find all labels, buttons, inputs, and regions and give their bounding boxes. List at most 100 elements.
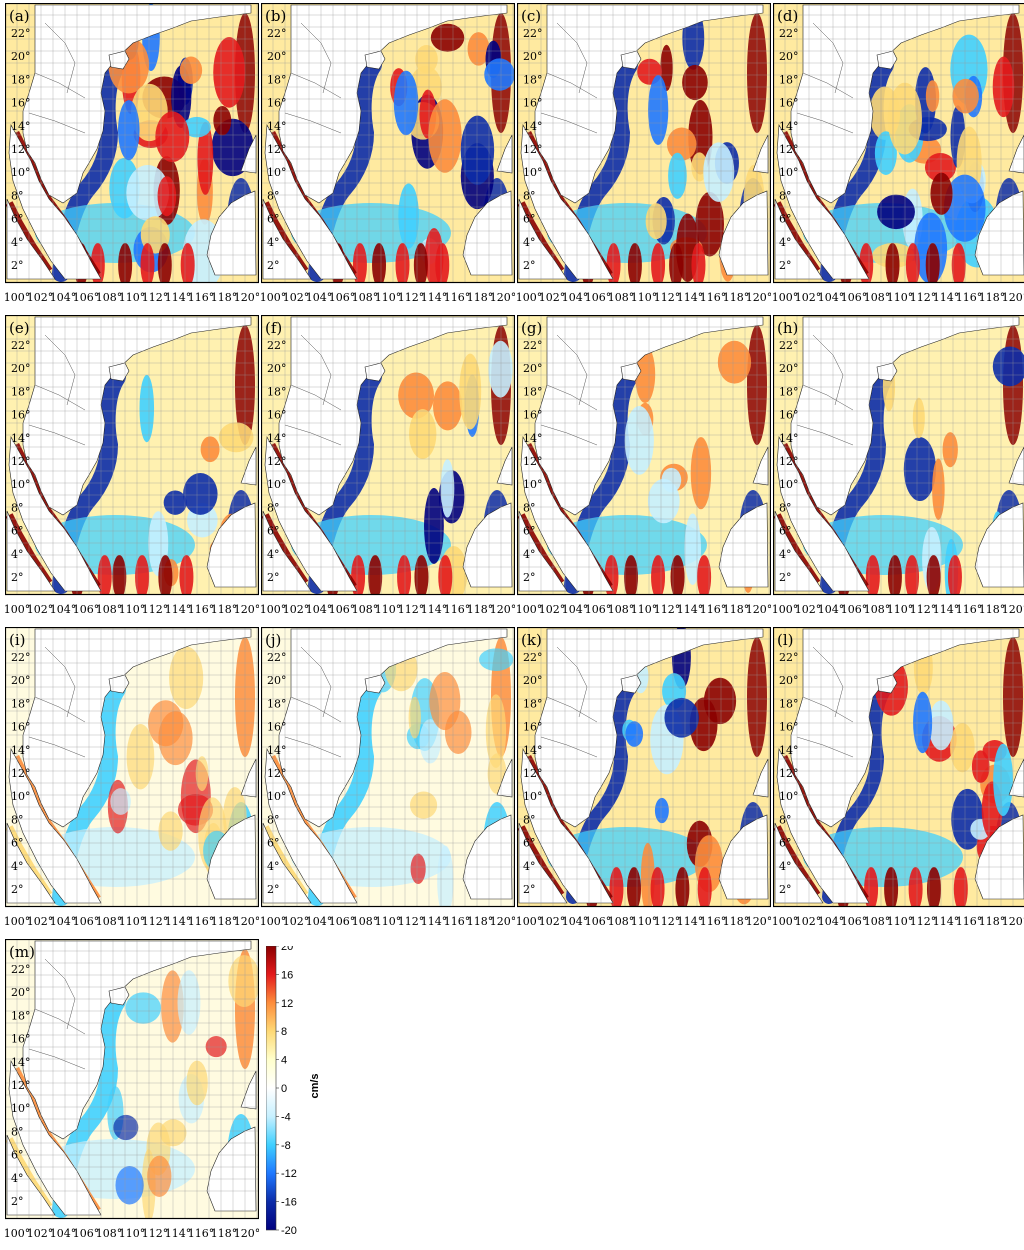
map-panel-svg: (m) 2° 4° 6° 8° 10° 12° 14° 16° 18° 20° 22° 100°102°… (5, 939, 259, 1240)
map-panel-svg: (i) 2° 4° 6° 8° 10° 12° 14° 16° 18° 20° 22° 100°102°… (5, 627, 259, 928)
lon-tick-label: 120° (1002, 915, 1024, 928)
lat-tick-label: 8° (11, 813, 24, 826)
lat-tick-label: 4° (779, 548, 792, 561)
lat-tick-label: 20° (779, 674, 799, 687)
lon-tick-label: 102° (283, 915, 310, 928)
lon-tick-label: 108° (96, 603, 123, 616)
lon-tick-label: 120° (490, 603, 515, 616)
lon-tick-label: 108° (352, 915, 379, 928)
lon-tick-label: 116° (444, 291, 471, 304)
lat-tick-label: 16° (523, 721, 543, 734)
lat-tick-label: 12° (779, 767, 799, 780)
lat-tick-label: 14° (11, 120, 31, 133)
map-panel: (d) 2° 4° 6° 8° 10° 12° 14° 16° 18° 20° 22° 100° 102°… (773, 3, 1024, 313)
lon-tick-label: 102° (27, 603, 54, 616)
lat-tick-label: 8° (11, 501, 24, 514)
lon-tick-label: 100° (5, 1227, 30, 1240)
lon-tick-label: 120° (234, 915, 259, 928)
map-panel: (g) 2° 4° 6° 8° 10° 12° 14° 16° 18° 20° 22° 100° 102°… (517, 315, 771, 625)
lat-tick-label: 4° (11, 548, 24, 561)
lon-tick-label: 100° (261, 915, 286, 928)
lat-tick-label: 8° (267, 501, 280, 514)
lat-tick-label: 4° (267, 548, 280, 561)
lon-tick-label: 120° (1002, 291, 1024, 304)
lat-tick-label: 6° (267, 837, 280, 850)
lat-tick-label: 16° (523, 97, 543, 110)
lat-tick-label: 14° (523, 120, 543, 133)
lat-tick-label: 8° (523, 501, 536, 514)
lon-tick-label: 110° (119, 603, 146, 616)
lon-tick-label: 110° (631, 603, 658, 616)
lon-tick-label: 112° (398, 603, 425, 616)
lat-tick-label: 18° (11, 1009, 31, 1022)
lat-tick-label: 18° (11, 385, 31, 398)
lat-tick-label: 20° (523, 674, 543, 687)
colorbar-tick-label: -16 (281, 1197, 297, 1209)
lon-tick-label: 102° (27, 291, 54, 304)
lon-tick-label: 100° (5, 603, 30, 616)
lon-tick-label: 118° (211, 915, 238, 928)
lon-tick-label: 120° (746, 603, 771, 616)
lat-tick-label: 20° (779, 50, 799, 63)
lat-tick-label: 12° (779, 143, 799, 156)
lat-tick-label: 22° (779, 27, 799, 40)
map-frame (5, 627, 259, 908)
colorbar-unit-label: cm/s (309, 1073, 321, 1098)
lat-tick-label: 16° (779, 97, 799, 110)
lat-tick-label: 4° (523, 860, 536, 873)
lon-tick-label: 120° (234, 1227, 259, 1240)
lat-tick-label: 20° (523, 362, 543, 375)
map-panel: (c) 2° 4° 6° 8° 10° 12° 14° 16° 18° 20° 22° 100° 102°… (517, 3, 771, 313)
lat-tick-label: 16° (523, 409, 543, 422)
lon-tick-label: 120° (490, 291, 515, 304)
map-panel: (j) 2° 4° 6° 8° 10° 12° 14° 16° 18° 20° 22° 100° 102°… (261, 627, 515, 937)
lat-tick-label: 14° (267, 432, 287, 445)
lat-tick-label: 2° (267, 259, 280, 272)
lat-tick-label: 14° (779, 744, 799, 757)
lat-tick-label: 2° (779, 259, 792, 272)
lat-tick-label: 6° (779, 213, 792, 226)
lon-tick-label: 110° (375, 915, 402, 928)
lat-tick-label: 12° (11, 767, 31, 780)
lat-tick-label: 22° (11, 651, 31, 664)
map-panel: (b) 2° 4° 6° 8° 10° 12° 14° 16° 18° 20° 22° 100° 102°… (261, 3, 515, 313)
lon-tick-label: 110° (119, 915, 146, 928)
lat-tick-label: 2° (11, 571, 24, 584)
lat-tick-label: 16° (11, 97, 31, 110)
lat-tick-label: 4° (779, 236, 792, 249)
lon-tick-label: 110° (887, 291, 914, 304)
lon-tick-label: 118° (723, 603, 750, 616)
lon-tick-label: 116° (956, 291, 983, 304)
panel-label: (f) (265, 319, 282, 337)
lat-tick-label: 22° (11, 963, 31, 976)
lon-tick-label: 118° (211, 291, 238, 304)
map-panel-svg: (h) 2° 4° 6° 8° 10° 12° 14° 16° 18° 20° 22° 100°102°… (773, 315, 1024, 616)
lat-tick-label: 20° (267, 362, 287, 375)
lat-tick-label: 10° (267, 166, 287, 179)
panel-label: (d) (777, 7, 798, 25)
lat-tick-label: 8° (779, 813, 792, 826)
lon-tick-label: 106° (329, 291, 356, 304)
map-frame (517, 315, 771, 596)
map-panel-svg: (j) 2° 4° 6° 8° 10° 12° 14° 16° 18° 20° 22° 100°102°… (261, 627, 515, 928)
colorbar-tick-label: -8 (281, 1140, 291, 1152)
lon-tick-label: 106° (841, 291, 868, 304)
lon-tick-label: 106° (73, 915, 100, 928)
lon-tick-label: 110° (631, 915, 658, 928)
lon-tick-label: 120° (234, 291, 259, 304)
colorbar-tick-label: 12 (281, 998, 293, 1010)
lat-tick-label: 18° (779, 73, 799, 86)
lat-tick-label: 22° (779, 651, 799, 664)
lat-tick-label: 22° (523, 27, 543, 40)
lon-tick-label: 108° (352, 603, 379, 616)
map-panel: (k) 2° 4° 6° 8° 10° 12° 14° 16° 18° 20° 22° 100° 102°… (517, 627, 771, 937)
lon-tick-label: 104° (50, 1227, 77, 1240)
lat-tick-label: 6° (267, 213, 280, 226)
lat-tick-label: 12° (267, 143, 287, 156)
lon-tick-label: 104° (562, 291, 589, 304)
lat-tick-label: 6° (523, 837, 536, 850)
lon-tick-label: 102° (539, 291, 566, 304)
map-panel-svg: (d) 2° 4° 6° 8° 10° 12° 14° 16° 18° 20° 22° 100°102°… (773, 3, 1024, 304)
lon-tick-label: 100° (261, 291, 286, 304)
lon-tick-label: 104° (306, 915, 333, 928)
